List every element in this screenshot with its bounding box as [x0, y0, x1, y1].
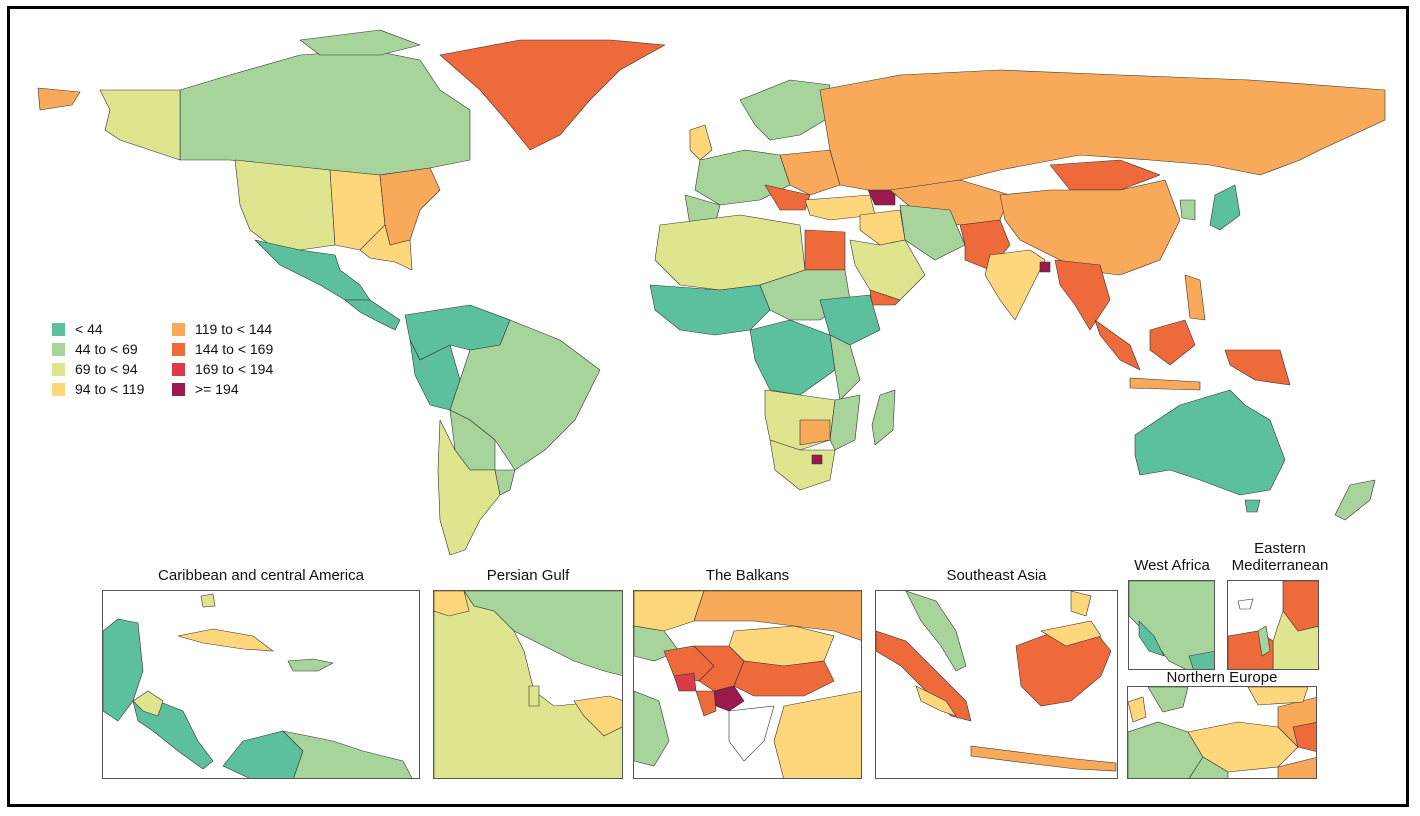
inset-title-balkans: The Balkans	[705, 567, 790, 584]
inset-balkans	[633, 590, 862, 779]
inset-eastern-med	[1227, 580, 1319, 670]
region-india	[984, 249, 1046, 321]
region-central-africa	[749, 319, 836, 396]
region-southern-africa	[769, 439, 836, 491]
inset-title-west-africa: West Africa	[1134, 557, 1210, 574]
region-mexico	[254, 239, 371, 301]
region-canada-islands	[299, 29, 421, 56]
region-turkey	[804, 194, 876, 221]
region-australia	[1134, 389, 1286, 496]
region-iraq-syria	[859, 209, 906, 246]
region-sumatra	[1094, 319, 1141, 371]
legend: < 44 119 to < 144 44 to < 69 144 to < 16…	[52, 320, 312, 398]
inset-caribbean-map	[103, 593, 413, 778]
inset-west-africa	[1128, 580, 1215, 670]
inset-northern-europe-map	[1128, 687, 1316, 778]
legend-item: 144 to < 169	[172, 340, 312, 358]
region-eastern-europe	[779, 149, 841, 196]
inset-title-southeast-asia: Southeast Asia	[946, 567, 1047, 584]
inset-title-eastern-med: Eastern Mediterranean	[1231, 540, 1329, 574]
inset-title-northern-europe: Northern Europe	[1166, 669, 1278, 686]
inset-eastern-med-map	[1228, 581, 1318, 669]
inset-title-caribbean: Caribbean and central America	[158, 567, 364, 584]
region-new-zealand	[1334, 479, 1376, 521]
region-alaska-main	[99, 89, 181, 161]
inset-persian-gulf	[433, 590, 623, 779]
legend-swatch	[172, 322, 185, 336]
legend-swatch	[52, 342, 65, 356]
inset-persian-gulf-map	[434, 591, 622, 778]
legend-label: 69 to < 94	[75, 361, 138, 377]
legend-item: 94 to < 119	[52, 380, 172, 398]
region-mozambique	[829, 394, 861, 451]
region-korea	[1179, 199, 1196, 221]
region-argentina-chile	[437, 419, 501, 556]
region-new-guinea	[1224, 349, 1291, 386]
region-east-africa	[829, 334, 861, 401]
legend-item: 44 to < 69	[52, 340, 172, 358]
legend-label: 169 to < 194	[195, 361, 274, 377]
legend-item: >= 194	[172, 380, 312, 398]
legend-label: 94 to < 119	[75, 381, 145, 397]
legend-label: 44 to < 69	[75, 341, 138, 357]
legend-swatch	[172, 342, 185, 356]
region-bangladesh	[1039, 261, 1051, 273]
region-uruguay	[494, 469, 516, 496]
legend-label: >= 194	[195, 381, 239, 397]
legend-item: 119 to < 144	[172, 320, 312, 338]
inset-northern-europe	[1127, 686, 1317, 779]
region-greenland	[439, 39, 666, 151]
region-mongolia	[1049, 159, 1161, 191]
region-borneo	[1149, 319, 1196, 366]
legend-label: 119 to < 144	[195, 321, 273, 337]
inset-southeast-asia	[875, 590, 1118, 779]
legend-item: < 44	[52, 320, 172, 338]
region-balkans	[764, 184, 811, 211]
region-egypt	[804, 229, 846, 271]
region-tasmania	[1244, 499, 1261, 513]
legend-item: 169 to < 194	[172, 360, 312, 378]
legend-label: 144 to < 169	[195, 341, 274, 357]
region-west-africa	[649, 284, 771, 336]
inset-balkans-map	[634, 591, 861, 778]
legend-swatch	[172, 362, 185, 376]
region-central-america	[344, 299, 401, 331]
region-usa-southeast	[359, 224, 413, 271]
legend-swatch	[52, 382, 65, 396]
inset-southeast-asia-map	[876, 591, 1117, 772]
inset-west-africa-map	[1129, 581, 1214, 669]
region-zimbabwe	[799, 419, 831, 446]
region-madagascar	[871, 389, 896, 446]
inset-caribbean	[102, 590, 420, 779]
inset-title-persian-gulf: Persian Gulf	[486, 567, 570, 584]
legend-label: < 44	[75, 321, 103, 337]
region-usa-west	[234, 159, 336, 251]
legend-swatch	[52, 322, 65, 336]
region-lesotho	[811, 454, 823, 465]
region-russia	[819, 69, 1386, 191]
legend-swatch	[172, 382, 185, 396]
region-ethiopia	[819, 294, 881, 346]
legend-swatch	[52, 362, 65, 376]
region-usa-east	[379, 167, 441, 246]
region-indochina	[1054, 259, 1111, 331]
region-java	[1129, 377, 1201, 391]
region-philippines	[1184, 274, 1206, 321]
region-uk	[689, 124, 713, 161]
region-japan	[1209, 184, 1241, 231]
legend-item: 69 to < 94	[52, 360, 172, 378]
region-alaska	[37, 87, 81, 111]
region-canada	[179, 49, 471, 176]
region-scandinavia	[739, 79, 831, 141]
region-china	[999, 179, 1181, 276]
region-saudi	[849, 239, 926, 301]
